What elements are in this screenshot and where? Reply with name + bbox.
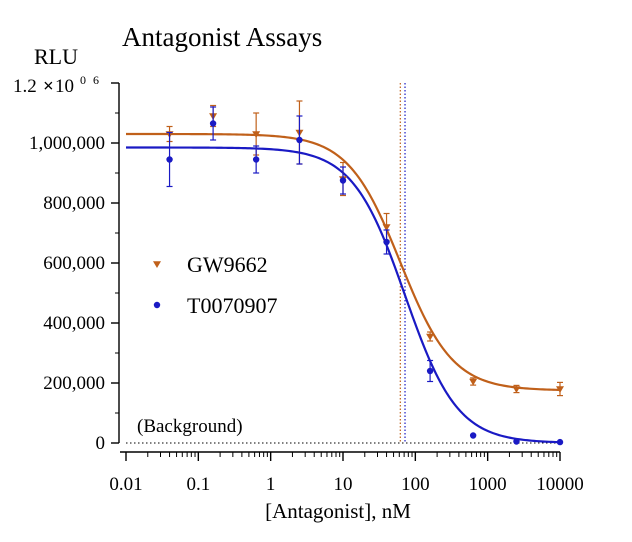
legend-label-gw9662: GW9662 — [187, 252, 268, 277]
y-tick-label: 1,000,000 — [29, 133, 105, 154]
y-top-mantissa: 1.2 — [13, 76, 37, 97]
background-annotation: (Background) — [137, 416, 243, 437]
data-point — [513, 438, 520, 445]
y-top-times: × — [43, 76, 54, 97]
data-points — [165, 100, 564, 446]
data-point — [469, 378, 478, 386]
x-tick-label: 1 — [266, 474, 276, 495]
y-top-base: 10 — [55, 76, 74, 97]
y-tick-label: 600,000 — [43, 253, 105, 274]
legend: GW9662 T0070907 — [153, 252, 277, 318]
y-axis-label: RLU — [34, 44, 78, 69]
chart-title: Antagonist Assays — [122, 22, 322, 52]
data-point — [426, 333, 435, 341]
legend-marker-gw9662 — [153, 261, 161, 268]
data-point — [166, 156, 173, 163]
x-tick-label: 10 — [334, 474, 353, 495]
x-tick-label: 0.1 — [186, 474, 210, 495]
data-point — [296, 136, 303, 144]
data-point — [512, 386, 521, 393]
y-tick-label: 0 — [96, 433, 106, 454]
x-tick-label: 10000 — [536, 474, 584, 495]
data-point — [252, 156, 260, 163]
x-tick-label: 100 — [401, 474, 430, 495]
data-point — [556, 386, 564, 393]
y-tick-label: 800,000 — [43, 193, 105, 214]
legend-label-t0070907: T0070907 — [187, 293, 277, 318]
data-point — [426, 367, 434, 375]
data-point — [339, 177, 347, 184]
y-tick-label: 400,000 — [43, 313, 105, 334]
data-point — [469, 432, 477, 439]
legend-marker-t0070907 — [153, 301, 161, 309]
y-tick-label: 200,000 — [43, 373, 105, 394]
x-axis-label: [Antagonist], nM — [265, 499, 411, 523]
legend-marker-symbol — [153, 301, 161, 309]
x-tick-label: 1000 — [469, 474, 507, 495]
x-tick-label: 0.01 — [109, 474, 142, 495]
data-point — [383, 238, 390, 246]
legend-marker-symbol — [153, 261, 161, 268]
data-point — [556, 438, 564, 446]
data-point — [382, 224, 391, 231]
data-point — [209, 120, 217, 127]
fit-curve — [126, 132, 561, 392]
y-axis-top-label: 1.2 × 10 0 6 — [13, 73, 101, 97]
data-point — [252, 131, 261, 138]
y-top-exponent: 0 6 — [80, 73, 101, 87]
axes: 0 200,000 400,000 600,000 800,000 1,000,000 0.… — [29, 82, 584, 495]
